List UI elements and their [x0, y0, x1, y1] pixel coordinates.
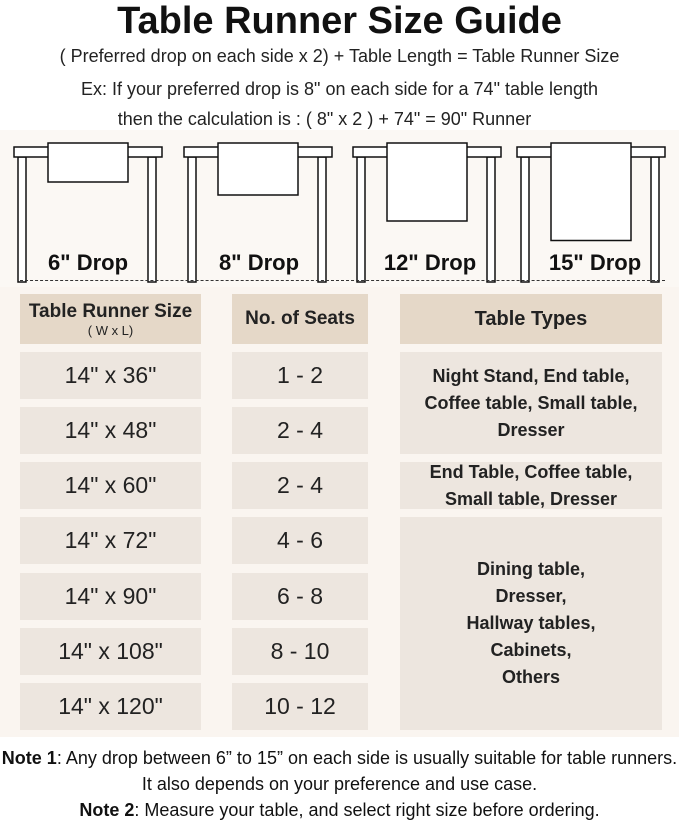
- seats-cell: 1 - 2: [232, 352, 368, 399]
- divider: [20, 280, 665, 281]
- drop-label-8: 8" Drop: [218, 250, 300, 275]
- note-2: Note 2: Measure your table, and select r…: [0, 797, 679, 823]
- size-cell: 14" x 36": [20, 352, 201, 399]
- header-size-sub: ( W x L): [87, 322, 134, 338]
- types-cell: Dining table, Dresser, Hallway tables, C…: [400, 517, 662, 730]
- table-drawings: [13, 142, 666, 283]
- size-cell: 14" x 120": [20, 683, 201, 730]
- drop-label-15: 15" Drop: [548, 250, 642, 275]
- drop-illustrations: [0, 130, 679, 290]
- seats-cell: 6 - 8: [232, 573, 368, 620]
- runner-12-drop: [386, 142, 468, 222]
- example-line-1: Ex: If your preferred drop is 8" on each…: [80, 79, 599, 99]
- seats-cell: 2 - 4: [232, 462, 368, 509]
- notes: Note 1: Any drop between 6” to 15” on ea…: [0, 745, 679, 823]
- types-cell: Night Stand, End table, Coffee table, Sm…: [400, 352, 662, 454]
- runner-15-drop: [550, 142, 632, 242]
- runner-6-drop: [47, 142, 129, 183]
- drop-label-6: 6" Drop: [47, 250, 129, 275]
- size-cell: 14" x 90": [20, 573, 201, 620]
- seats-cell: 8 - 10: [232, 628, 368, 675]
- note-1: Note 1: Any drop between 6” to 15” on ea…: [0, 745, 679, 797]
- header-types: Table Types: [400, 294, 662, 344]
- seats-cell: 4 - 6: [232, 517, 368, 564]
- note-2-label: Note 2: [79, 800, 135, 820]
- formula-text: ( Preferred drop on each side x 2) + Tab…: [59, 46, 620, 66]
- seats-cell: 10 - 12: [232, 683, 368, 730]
- size-cell: 14" x 72": [20, 517, 201, 564]
- seats-cell: 2 - 4: [232, 407, 368, 454]
- example-line-2: then the calculation is : ( 8" x 2 ) + 7…: [117, 109, 532, 129]
- size-cell: 14" x 60": [20, 462, 201, 509]
- note-1-label: Note 1: [1, 748, 57, 768]
- note-2-text: : Measure your table, and select right s…: [134, 800, 600, 820]
- header-seats: No. of Seats: [232, 294, 368, 344]
- types-cell: End Table, Coffee table, Small table, Dr…: [400, 462, 662, 509]
- note-1-text: : Any drop between 6” to 15” on each sid…: [56, 748, 678, 794]
- page-title: Table Runner Size Guide: [117, 0, 562, 42]
- size-cell: 14" x 108": [20, 628, 201, 675]
- header-size: Table Runner Size( W x L): [20, 294, 201, 344]
- drop-label-12: 12" Drop: [383, 250, 477, 275]
- size-cell: 14" x 48": [20, 407, 201, 454]
- runner-8-drop: [217, 142, 299, 196]
- header-size-label: Table Runner Size: [28, 300, 193, 322]
